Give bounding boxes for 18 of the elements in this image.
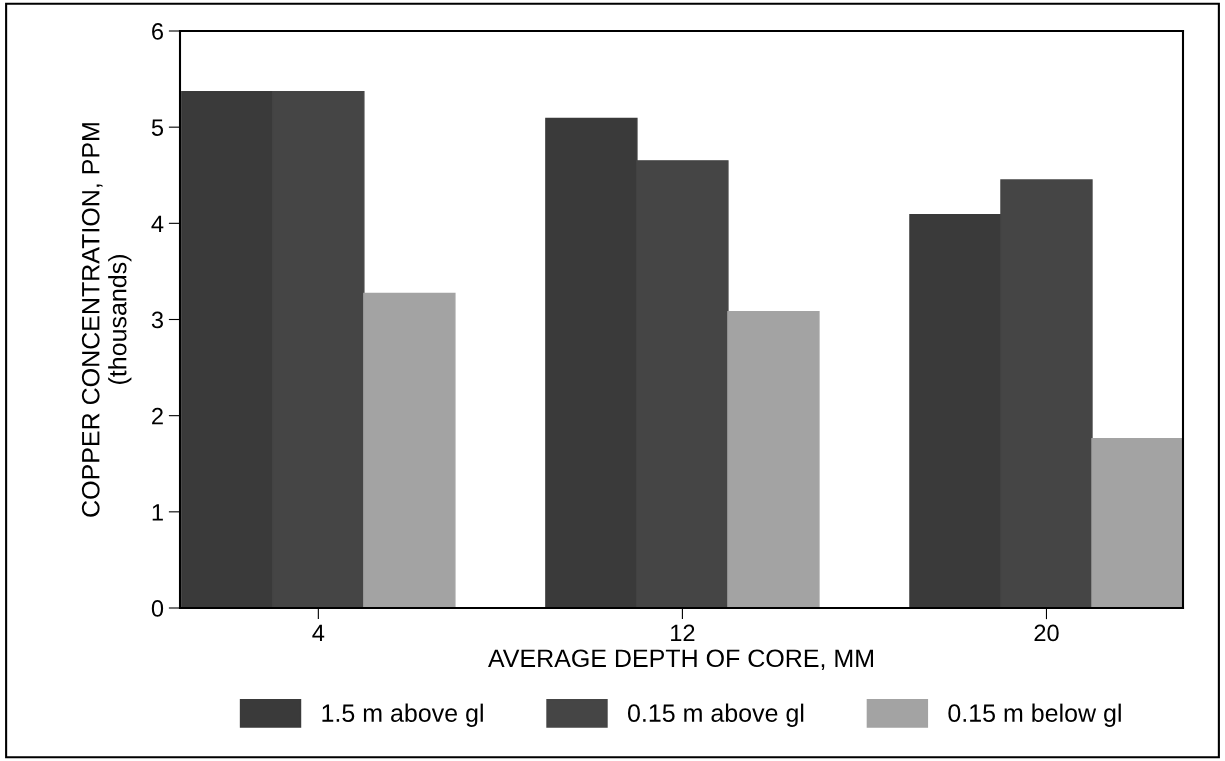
y-tick-label: 2 — [152, 407, 163, 425]
legend-label: 0.15 m above gl — [627, 703, 804, 727]
y-tick-label: 5 — [151, 119, 164, 136]
y-tick-label: 3 — [151, 311, 163, 329]
x-tick-label: 12 — [671, 624, 695, 642]
y-tick-label: 0 — [151, 600, 164, 617]
bar — [363, 292, 456, 608]
legend-label: 0.15 m below gl — [948, 703, 1121, 727]
x-tick-label: 20 — [1034, 624, 1059, 642]
legend-label: 1.5 m above gl — [322, 703, 483, 727]
y-axis-title: COPPER CONCENTRATION, PPM (thousands) — [81, 123, 132, 517]
y-tick-label: 1 — [152, 504, 163, 521]
bar — [1091, 438, 1183, 608]
x-tick-label: 4 — [312, 624, 325, 642]
y-tick-label: 4 — [151, 215, 164, 232]
y-tick-label: 6 — [152, 23, 163, 40]
x-axis-title: AVERAGE DEPTH OF CORE, MM — [488, 649, 873, 671]
bar — [727, 311, 820, 608]
